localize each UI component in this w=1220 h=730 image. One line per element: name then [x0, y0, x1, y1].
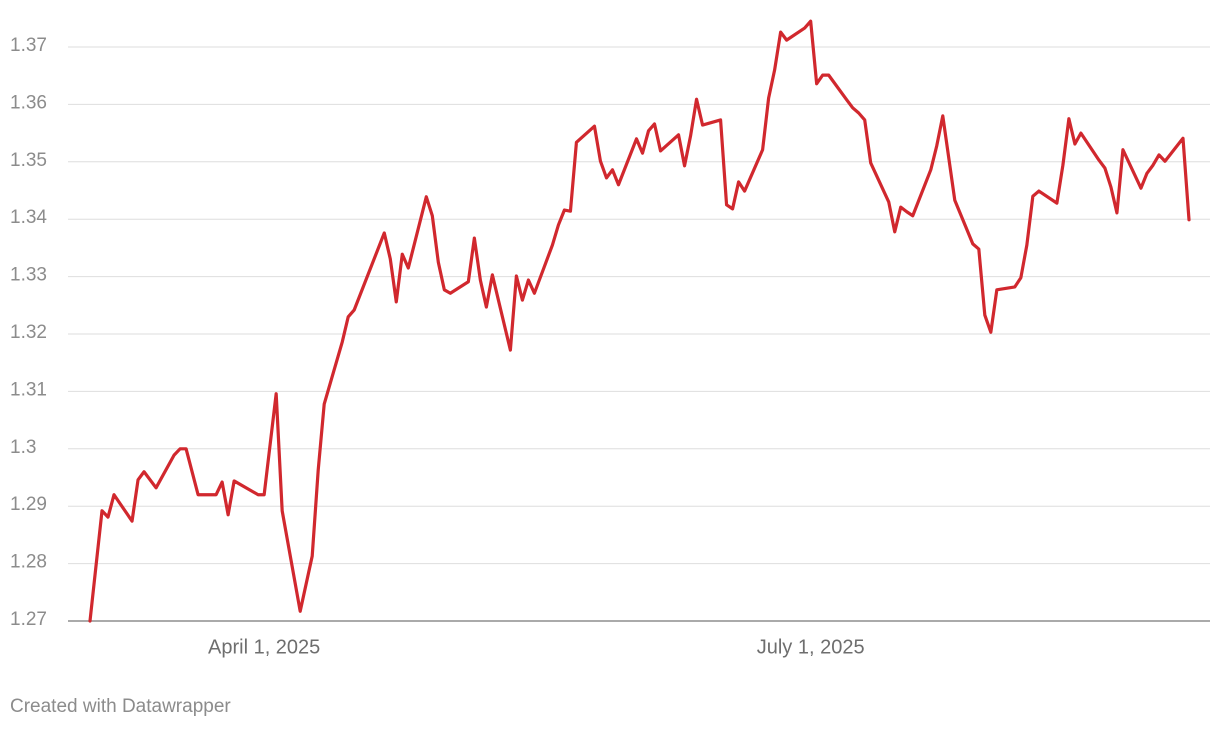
y-tick-label: 1.3	[10, 437, 36, 458]
y-tick-label: 1.33	[10, 265, 47, 286]
y-tick-label: 1.32	[10, 322, 47, 343]
y-tick-label: 1.36	[10, 92, 47, 113]
x-tick-label: April 1, 2025	[208, 636, 320, 658]
y-tick-label: 1.34	[10, 207, 47, 228]
y-tick-label: 1.37	[10, 35, 47, 56]
x-tick-label: July 1, 2025	[757, 636, 865, 658]
credit: Created with Datawrapper	[10, 696, 231, 717]
y-tick-label: 1.35	[10, 150, 47, 171]
line	[88, 19, 1191, 623]
y-tick-label: 1.29	[10, 494, 47, 515]
y-tick-label: 1.27	[10, 609, 47, 630]
y-tick-label: 1.28	[10, 552, 47, 573]
y-tick-label: 1.31	[10, 379, 47, 400]
